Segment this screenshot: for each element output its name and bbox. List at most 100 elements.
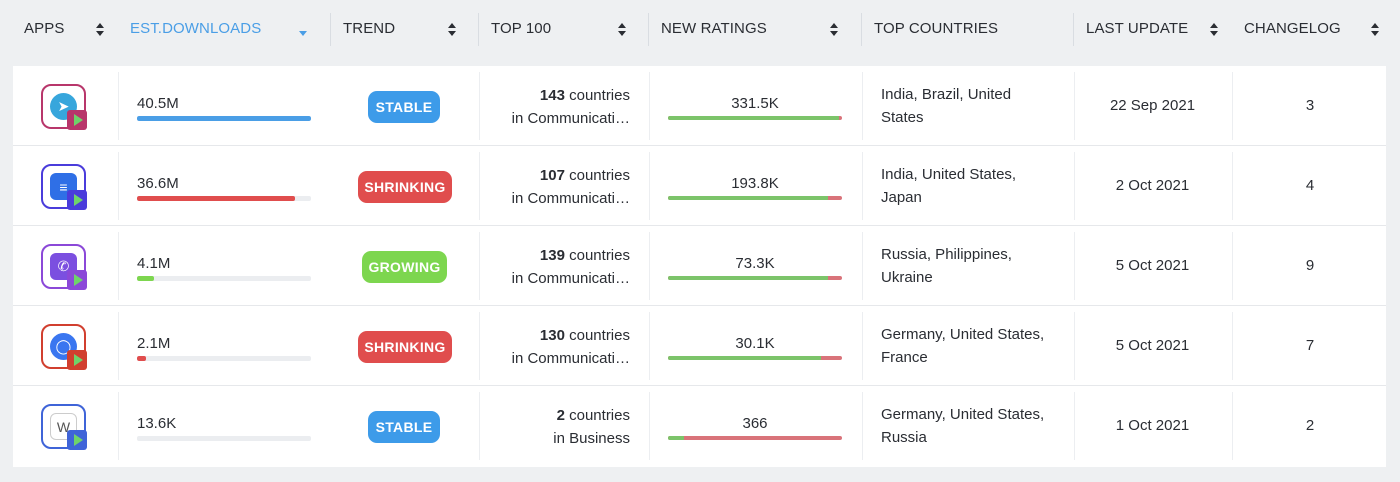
column-header-top100-label: TOP 100 <box>491 20 552 37</box>
downloads-value: 36.6M <box>137 175 179 192</box>
new-ratings-value: 331.5K <box>731 95 779 112</box>
top100-category: in Communicati… <box>511 270 630 287</box>
table-row[interactable]: ≡ 36.6M SHRINKING 107 countries in Commu… <box>13 146 1386 226</box>
top100-category: in Business <box>553 430 630 447</box>
top100-count: 130 <box>539 327 565 344</box>
top100-count: 2 <box>556 407 565 424</box>
changelog-count[interactable]: 3 <box>1305 97 1315 114</box>
downloads-value: 40.5M <box>137 95 179 112</box>
top100-suffix: countries <box>564 87 630 104</box>
sort-icon[interactable] <box>96 23 105 37</box>
trend-badge: STABLE <box>368 91 440 123</box>
top100-count: 107 <box>539 167 565 184</box>
changelog-count[interactable]: 9 <box>1305 257 1315 274</box>
table-row[interactable]: W 13.6K STABLE 2 countries in Business 3… <box>13 386 1386 467</box>
google-play-icon <box>67 270 87 290</box>
top100-category: in Communicati… <box>511 350 630 367</box>
top-countries: Russia, Philippines, Ukraine <box>881 246 1012 286</box>
top-countries: India, United States, Japan <box>881 166 1017 206</box>
column-header-top-countries: TOP COUNTRIES <box>861 0 1073 58</box>
table-row[interactable]: ➤ 40.5M STABLE 143 countries in Communic… <box>13 66 1386 146</box>
ratings-bar <box>668 276 842 280</box>
top100-cell: 130 countries in Communicati… <box>483 324 630 370</box>
column-header-top100[interactable]: TOP 100 <box>478 0 648 58</box>
last-update: 5 Oct 2021 <box>1115 257 1190 274</box>
column-header-apps[interactable]: APPS <box>0 0 118 58</box>
ratings-bar <box>668 116 842 120</box>
column-header-changelog[interactable]: CHANGELOG <box>1232 0 1400 58</box>
table-row[interactable]: ◯ 2.1M SHRINKING 130 countries in Commun… <box>13 306 1386 386</box>
column-header-top-countries-label: TOP COUNTRIES <box>874 20 999 37</box>
table-header: APPS EST.DOWNLOADS TREND TOP 100 NEW RAT… <box>0 0 1400 58</box>
top-countries: India, Brazil, United States <box>881 86 1012 126</box>
messages-app-icon[interactable]: ≡ <box>41 164 87 210</box>
downloads-bar <box>137 196 311 201</box>
last-update: 1 Oct 2021 <box>1115 417 1190 434</box>
table-row[interactable]: ✆ 4.1M GROWING 139 countries in Communic… <box>13 226 1386 306</box>
column-header-last-update-label: LAST UPDATE <box>1086 20 1189 37</box>
viber-app-icon[interactable]: ✆ <box>41 244 87 290</box>
ratings-bar <box>668 196 842 200</box>
column-header-apps-label: APPS <box>24 20 65 37</box>
column-header-new-ratings-label: NEW RATINGS <box>661 20 767 37</box>
paper-plane-icon: ➤ <box>50 93 77 120</box>
ratings-bar <box>668 356 842 360</box>
top100-count: 139 <box>539 247 565 264</box>
downloads-bar <box>137 276 311 281</box>
column-header-est-downloads[interactable]: EST.DOWNLOADS <box>118 0 330 58</box>
changelog-count[interactable]: 4 <box>1305 177 1315 194</box>
downloads-value: 4.1M <box>137 255 171 272</box>
top100-cell: 107 countries in Communicati… <box>483 164 630 210</box>
new-ratings-value: 73.3K <box>735 255 775 272</box>
column-header-trend-label: TREND <box>343 20 396 37</box>
google-play-icon <box>67 350 87 370</box>
downloads-value: 13.6K <box>137 415 177 432</box>
trend-badge: SHRINKING <box>358 331 452 363</box>
top100-cell: 139 countries in Communicati… <box>483 244 630 290</box>
signal-app-icon[interactable]: ◯ <box>41 324 87 370</box>
trend-badge: STABLE <box>368 411 440 443</box>
top100-category: in Communicati… <box>511 110 630 127</box>
new-ratings-value: 366 <box>742 415 768 432</box>
downloads-value: 2.1M <box>137 335 171 352</box>
top100-suffix: countries <box>564 167 630 184</box>
trend-badge: SHRINKING <box>358 171 452 203</box>
sort-icon[interactable] <box>1210 23 1219 37</box>
business-app-icon[interactable]: W <box>41 404 87 450</box>
top100-count: 143 <box>539 87 565 104</box>
apps-table: ➤ 40.5M STABLE 143 countries in Communic… <box>13 66 1386 467</box>
sort-icon[interactable] <box>830 23 839 37</box>
top100-suffix: countries <box>564 407 630 424</box>
downloads-bar <box>137 436 311 441</box>
changelog-count[interactable]: 2 <box>1305 417 1315 434</box>
column-header-trend[interactable]: TREND <box>330 0 478 58</box>
sort-icon[interactable] <box>1371 23 1380 37</box>
downloads-bar <box>137 356 311 361</box>
google-play-icon <box>67 190 87 210</box>
downloads-bar <box>137 116 311 121</box>
top100-suffix: countries <box>564 327 630 344</box>
telegram-app-icon[interactable]: ➤ <box>41 84 87 130</box>
column-header-est-downloads-label: EST.DOWNLOADS <box>130 20 262 37</box>
top-countries: Germany, United States, France <box>881 326 1045 366</box>
ratings-bar <box>668 436 842 440</box>
top100-cell: 2 countries in Business <box>483 404 630 450</box>
changelog-count[interactable]: 7 <box>1305 337 1315 354</box>
top100-cell: 143 countries in Communicati… <box>483 84 630 130</box>
sort-icon[interactable] <box>448 23 457 37</box>
sort-descending-icon[interactable] <box>299 23 308 37</box>
last-update: 2 Oct 2021 <box>1115 177 1190 194</box>
column-header-changelog-label: CHANGELOG <box>1244 20 1341 37</box>
top100-suffix: countries <box>564 247 630 264</box>
last-update: 22 Sep 2021 <box>1109 97 1196 114</box>
last-update: 5 Oct 2021 <box>1115 337 1190 354</box>
column-header-last-update[interactable]: LAST UPDATE <box>1073 0 1232 58</box>
new-ratings-value: 193.8K <box>731 175 779 192</box>
google-play-icon <box>67 110 87 130</box>
top-countries: Germany, United States, Russia <box>881 406 1045 446</box>
top100-category: in Communicati… <box>511 190 630 207</box>
column-header-new-ratings[interactable]: NEW RATINGS <box>648 0 861 58</box>
new-ratings-value: 30.1K <box>735 335 775 352</box>
sort-icon[interactable] <box>618 23 627 37</box>
trend-badge: GROWING <box>362 251 447 283</box>
